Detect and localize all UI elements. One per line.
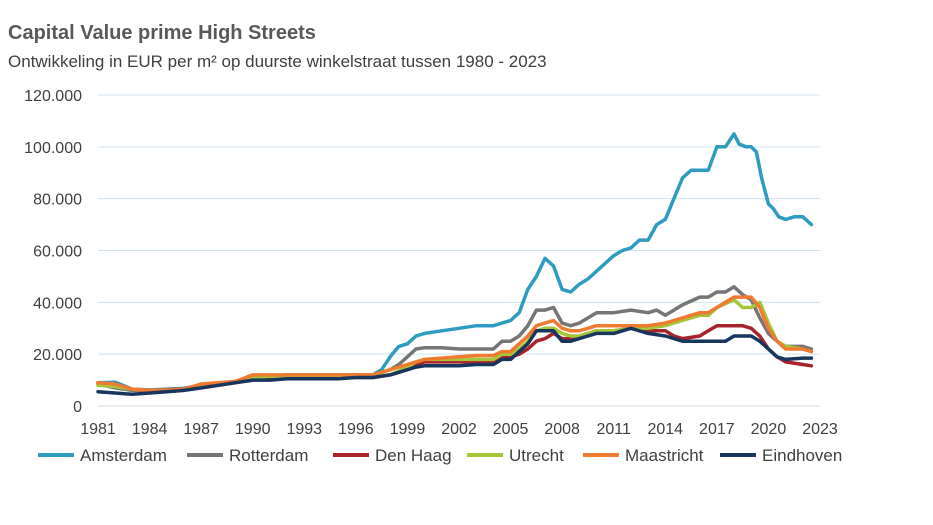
series-line-eindhoven (96, 326, 814, 397)
chart-title: Capital Value prime High Streets (8, 22, 316, 44)
x-tick-label: 2002 (441, 421, 477, 438)
x-tick-label: 2017 (699, 421, 735, 438)
legend-item-rotterdam: Rotterdam (187, 446, 308, 465)
x-tick-label: 1990 (235, 421, 271, 438)
y-tick-label: 60.000 (33, 244, 82, 261)
x-tick-label: 2005 (493, 421, 529, 438)
y-axis-ticks: 0 20.000 40.000 60.000 80.000 100.000 120.000 (24, 88, 82, 416)
chart-subtitle: Ontwikkeling in EUR per m² op duurste wi… (8, 52, 547, 71)
legend-item-amsterdam: Amsterdam (38, 446, 167, 465)
y-tick-label: 120.000 (24, 88, 82, 105)
x-tick-label: 2014 (647, 421, 683, 438)
x-tick-label: 1981 (80, 421, 116, 438)
x-axis-ticks: 1981 1984 1987 1990 1993 1996 1999 2002 2005 2008… (80, 421, 838, 438)
legend-label: Den Haag (375, 446, 452, 465)
legend-label: Maastricht (625, 446, 704, 465)
x-tick-label: 1996 (338, 421, 374, 438)
legend-item-utrecht: Utrecht (467, 446, 564, 465)
x-tick-label: 2023 (802, 421, 838, 438)
series-lines (96, 132, 814, 397)
legend-label: Amsterdam (80, 446, 167, 465)
y-tick-label: 0 (73, 399, 82, 416)
x-tick-label: 1984 (132, 421, 168, 438)
x-tick-label: 1987 (183, 421, 219, 438)
x-tick-label: 1993 (286, 421, 322, 438)
legend-item-den-haag: Den Haag (333, 446, 452, 465)
legend-label: Rotterdam (229, 446, 308, 465)
x-tick-label: 2020 (751, 421, 787, 438)
x-tick-label: 1999 (390, 421, 426, 438)
y-tick-label: 100.000 (24, 140, 82, 157)
x-tick-label: 2008 (544, 421, 580, 438)
x-tick-label: 2011 (597, 421, 632, 438)
series-line-maastricht (96, 295, 814, 393)
legend-item-maastricht: Maastricht (583, 446, 704, 465)
y-tick-label: 20.000 (33, 347, 82, 364)
legend-label: Eindhoven (762, 446, 842, 465)
gridlines (98, 94, 820, 407)
y-tick-label: 40.000 (33, 295, 82, 312)
legend: Amsterdam Rotterdam Den Haag Utrecht Maastri… (38, 446, 842, 465)
legend-item-eindhoven: Eindhoven (720, 446, 842, 465)
series-line-amsterdam (96, 132, 814, 392)
legend-label: Utrecht (509, 446, 564, 465)
y-tick-label: 80.000 (33, 192, 82, 209)
